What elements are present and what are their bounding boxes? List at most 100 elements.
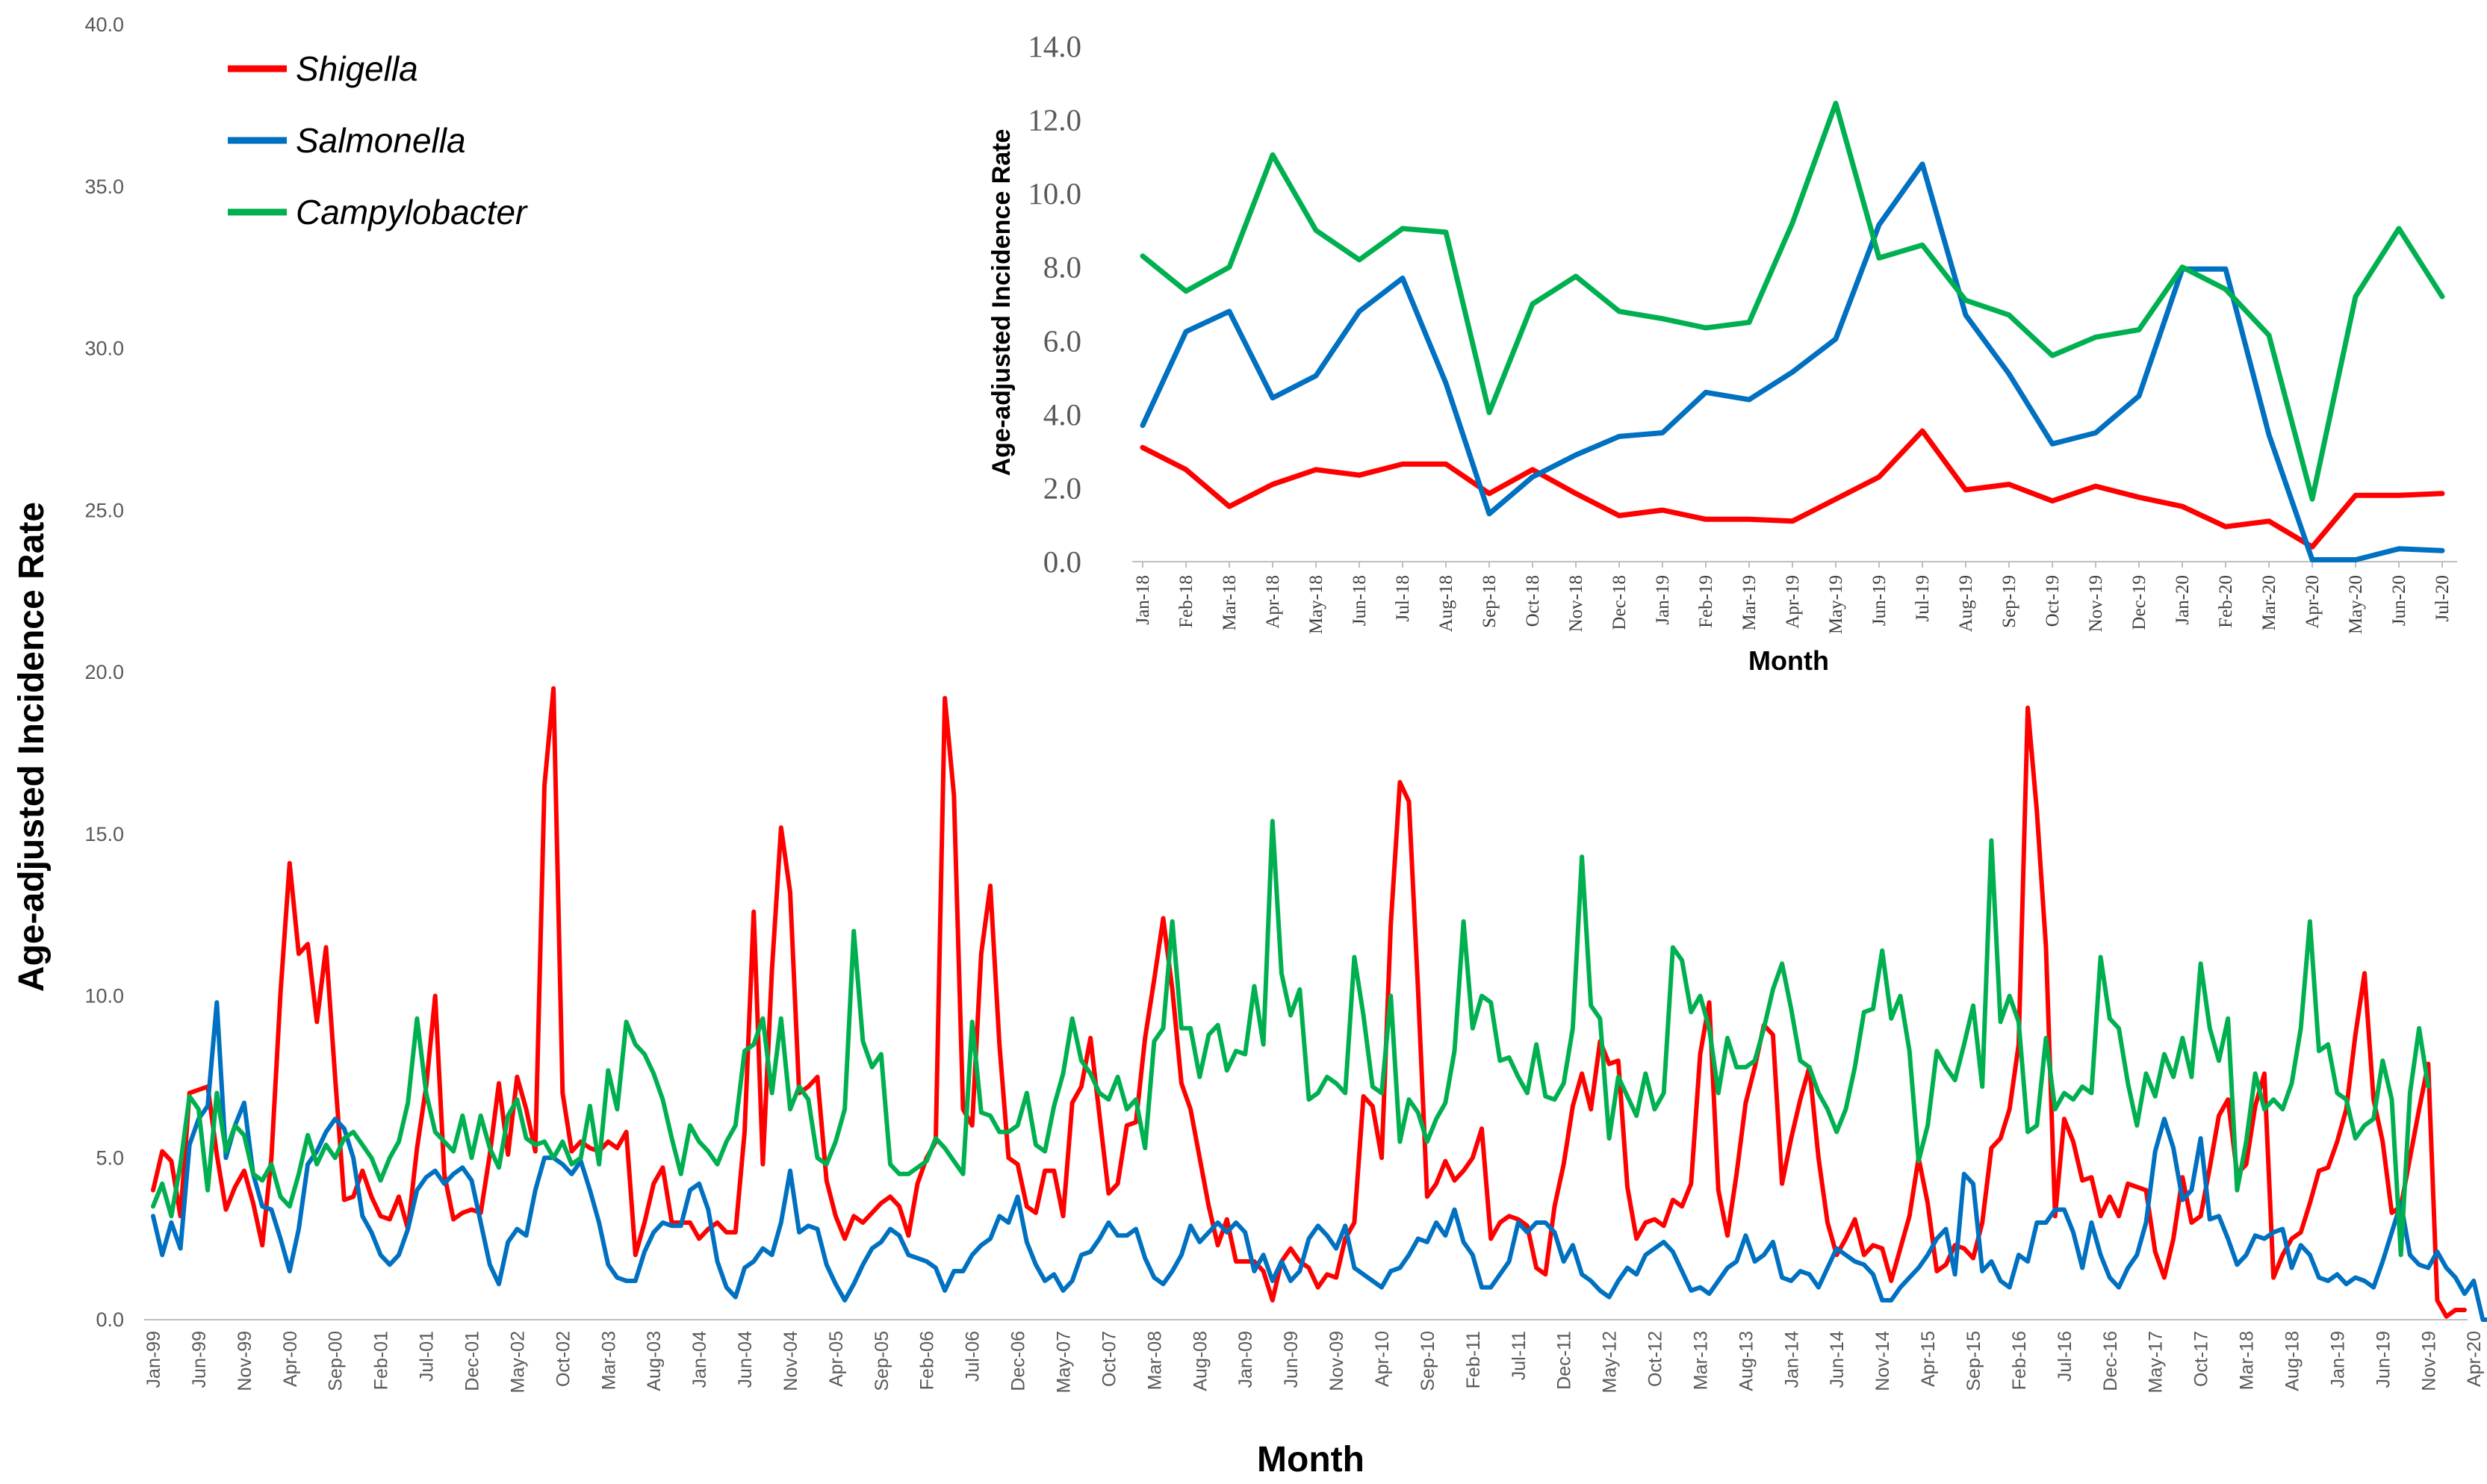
x-tick-label: Sep-15 <box>1963 1331 1984 1391</box>
x-tick-label: Mar-20 <box>2259 575 2279 630</box>
x-tick-label: Jul-01 <box>417 1331 438 1382</box>
x-tick-label: May-18 <box>1306 575 1326 634</box>
x-tick-label: Jan-18 <box>1133 575 1153 625</box>
legend-item-shigella: Shigella <box>228 49 418 88</box>
x-tick-label: Jun-19 <box>1869 575 1890 626</box>
legend-item-salmonella: Salmonella <box>228 121 466 160</box>
y-tick-label: 10.0 <box>84 985 124 1008</box>
x-tick-label: May-19 <box>1826 575 1846 634</box>
x-tick-label: May-02 <box>507 1331 528 1393</box>
inset-x-ticks: Jan-18 Feb-18 Mar-18 Apr-18 May-18 Jun-18 Jul-… <box>1133 562 2453 634</box>
x-tick-label: Nov-04 <box>780 1331 801 1391</box>
y-tick-label: 4.0 <box>1043 397 1081 432</box>
x-tick-label: Sep-19 <box>1999 575 2019 628</box>
x-tick-label: Mar-03 <box>598 1331 619 1390</box>
x-tick-label: Apr-00 <box>280 1331 301 1387</box>
legend-label-shigella: Shigella <box>296 49 418 88</box>
y-tick-label: 14.0 <box>1028 29 1081 63</box>
x-tick-label: Apr-20 <box>2303 575 2323 629</box>
x-tick-label: Mar-18 <box>1220 575 1240 630</box>
x-tick-label: Jan-14 <box>1781 1331 1802 1388</box>
x-tick-label: Aug-13 <box>1736 1331 1757 1391</box>
x-tick-label: Apr-18 <box>1263 575 1283 629</box>
x-tick-label: Jun-99 <box>189 1331 210 1388</box>
x-tick-label: Jan-19 <box>1653 575 1673 625</box>
x-tick-label: Sep-18 <box>1480 575 1500 628</box>
x-tick-label: Dec-16 <box>2100 1331 2121 1391</box>
x-tick-label: Apr-05 <box>826 1331 847 1387</box>
x-tick-label: Feb-20 <box>2216 575 2236 628</box>
x-tick-label: Jun-18 <box>1350 575 1370 626</box>
x-tick-label: Jan-19 <box>2327 1331 2348 1388</box>
x-tick-label: Oct-18 <box>1523 575 1543 627</box>
inset-x-axis-title: Month <box>1748 645 1829 676</box>
inset-chart: 0.0 2.0 4.0 6.0 8.0 10.0 12.0 14.0 Jan-18 Feb-18… <box>987 29 2457 676</box>
x-tick-label: Mar-19 <box>1739 575 1760 630</box>
x-tick-label: May-20 <box>2346 575 2366 634</box>
y-tick-label: 35.0 <box>84 176 124 198</box>
y-tick-label: 12.0 <box>1028 103 1081 137</box>
inset-y-axis-title: Age-adjusted Incidence Rate <box>987 129 1016 476</box>
x-tick-label: Nov-99 <box>235 1331 255 1391</box>
x-tick-label: Nov-19 <box>2086 575 2106 632</box>
x-tick-label: Mar-08 <box>1144 1331 1165 1390</box>
x-tick-label: Jul-06 <box>963 1331 984 1382</box>
inset-y-ticks: 0.0 2.0 4.0 6.0 8.0 10.0 12.0 14.0 <box>1028 29 1081 579</box>
x-tick-label: Jul-16 <box>2055 1331 2075 1382</box>
main-x-ticks: Jan-99 Jun-99 Nov-99 Apr-00 Sep-00 Feb-01 Jul-… <box>143 1331 2485 1393</box>
series-line-salmonella <box>151 1000 2487 1322</box>
x-tick-label: Jun-20 <box>2389 575 2409 626</box>
x-tick-label: Jul-18 <box>1393 575 1413 622</box>
x-tick-label: Sep-10 <box>1418 1331 1438 1391</box>
x-tick-label: Feb-19 <box>1696 575 1716 628</box>
x-tick-label: May-17 <box>2146 1331 2167 1393</box>
x-tick-label: Apr-10 <box>1372 1331 1393 1387</box>
x-tick-label: Sep-05 <box>872 1331 892 1391</box>
y-tick-label: 25.0 <box>84 499 124 521</box>
series-line-salmonella <box>1140 161 2445 562</box>
x-tick-label: Feb-11 <box>1463 1331 1484 1388</box>
y-tick-label: 8.0 <box>1043 250 1081 285</box>
y-tick-label: 20.0 <box>84 661 124 683</box>
main-y-ticks: 0.0 5.0 10.0 15.0 20.0 25.0 30.0 35.0 40.0 <box>84 13 124 1331</box>
y-tick-label: 6.0 <box>1043 323 1081 358</box>
series-line-campylobacter <box>151 819 2431 1258</box>
x-tick-label: May-12 <box>1600 1331 1621 1393</box>
x-tick-label: Aug-03 <box>644 1331 665 1391</box>
main-y-axis-title: Age-adjusted Incidence Rate <box>12 502 52 992</box>
x-tick-label: Feb-06 <box>917 1331 938 1390</box>
x-tick-label: Sep-00 <box>326 1331 347 1391</box>
main-chart: 0.0 5.0 10.0 15.0 20.0 25.0 30.0 35.0 40.0 Jan-9… <box>12 13 2487 1480</box>
x-tick-label: Feb-18 <box>1176 575 1196 628</box>
x-tick-label: Jun-09 <box>1281 1331 1302 1388</box>
x-tick-label: Dec-18 <box>1609 575 1630 630</box>
x-tick-label: Jun-04 <box>735 1331 756 1388</box>
y-tick-label: 5.0 <box>96 1146 124 1169</box>
x-tick-label: Jan-20 <box>2173 575 2193 625</box>
series-line-shigella <box>151 686 2467 1319</box>
x-tick-label: Apr-20 <box>2464 1331 2485 1387</box>
x-tick-label: Nov-09 <box>1326 1331 1347 1391</box>
main-series-lines <box>151 686 2487 1322</box>
x-tick-label: Apr-15 <box>1918 1331 1939 1387</box>
x-tick-label: Jun-14 <box>1827 1331 1848 1388</box>
y-tick-label: 30.0 <box>84 338 124 360</box>
inset-series-lines <box>1140 100 2445 562</box>
legend: Shigella Salmonella Campylobacter <box>228 49 528 232</box>
y-tick-label: 0.0 <box>1043 544 1081 579</box>
x-tick-label: Oct-19 <box>2043 575 2063 627</box>
x-tick-label: Nov-19 <box>2418 1331 2439 1391</box>
x-tick-label: Jul-20 <box>2432 575 2453 622</box>
x-tick-label: Dec-01 <box>462 1331 482 1391</box>
x-tick-label: Mar-13 <box>1690 1331 1711 1390</box>
x-tick-label: Jan-99 <box>143 1331 164 1388</box>
y-tick-label: 0.0 <box>96 1308 124 1331</box>
legend-label-campylobacter: Campylobacter <box>296 193 528 232</box>
main-x-axis-title: Month <box>1257 1440 1364 1480</box>
x-tick-label: Jun-19 <box>2373 1331 2394 1388</box>
x-tick-label: Feb-16 <box>2009 1331 2030 1390</box>
x-tick-label: Nov-14 <box>1872 1331 1893 1391</box>
y-tick-label: 2.0 <box>1043 471 1081 505</box>
x-tick-label: Aug-19 <box>1956 575 1976 632</box>
